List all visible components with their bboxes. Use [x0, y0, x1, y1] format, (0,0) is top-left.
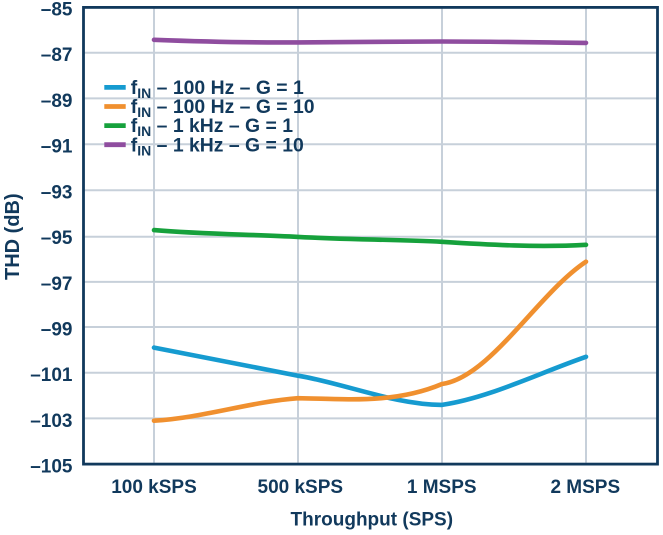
- svg-text:Throughput (SPS): Throughput (SPS): [291, 510, 454, 531]
- svg-text:–101: –101: [30, 365, 73, 386]
- svg-text:–95: –95: [41, 228, 73, 249]
- svg-text:fIN – 100 Hz – G = 1: fIN – 100 Hz – G = 1: [131, 77, 304, 101]
- svg-text:1 MSPS: 1 MSPS: [407, 477, 477, 498]
- svg-text:–93: –93: [41, 182, 73, 203]
- svg-text:fIN – 100 Hz – G = 10: fIN – 100 Hz – G = 10: [131, 96, 315, 120]
- svg-text:–99: –99: [41, 320, 73, 341]
- svg-text:fIN – 1 kHz – G = 10: fIN – 1 kHz – G = 10: [131, 134, 304, 158]
- svg-text:–89: –89: [41, 91, 73, 112]
- svg-text:–87: –87: [41, 45, 73, 66]
- svg-text:500 kSPS: 500 kSPS: [258, 477, 344, 498]
- svg-text:–105: –105: [30, 457, 73, 478]
- svg-text:fIN – 1 kHz – G = 1: fIN – 1 kHz – G = 1: [131, 115, 293, 139]
- svg-text:–103: –103: [30, 411, 72, 432]
- svg-text:2 MSPS: 2 MSPS: [550, 477, 620, 498]
- svg-text:–97: –97: [41, 274, 73, 295]
- svg-text:–85: –85: [41, 0, 73, 21]
- svg-text:–91: –91: [41, 137, 73, 158]
- svg-text:100 kSPS: 100 kSPS: [111, 477, 197, 498]
- svg-text:THD (dB): THD (dB): [2, 193, 24, 280]
